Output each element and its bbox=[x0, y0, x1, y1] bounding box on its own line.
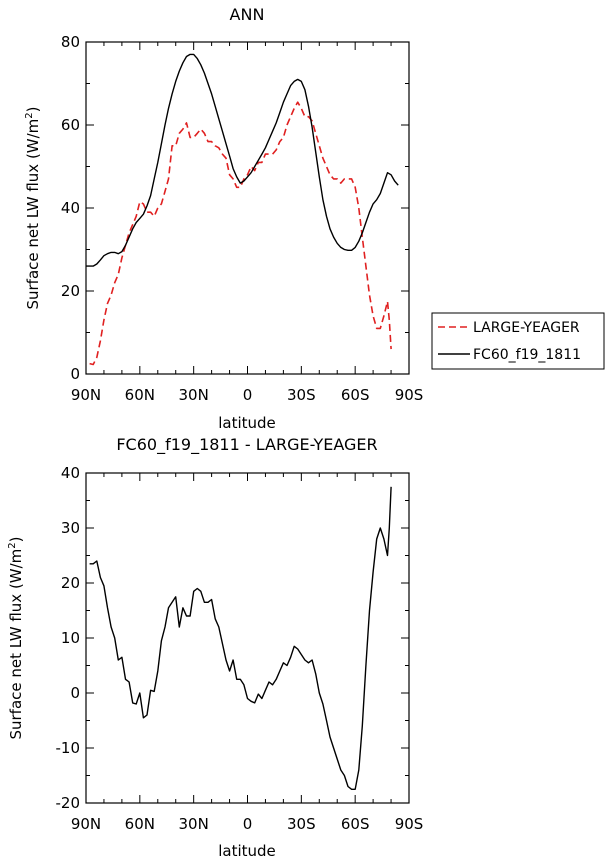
y-tick-label: 20 bbox=[61, 574, 80, 592]
chart-title: FC60_f19_1811 - LARGE-YEAGER bbox=[116, 435, 377, 455]
legend-label-fc60: FC60_f19_1811 bbox=[473, 347, 581, 363]
x-tick-label: 30N bbox=[179, 386, 209, 404]
x-axis-label: latitude bbox=[218, 414, 276, 432]
plot-area bbox=[86, 53, 399, 366]
plot-frame bbox=[85, 41, 410, 375]
x-tick-label: 90S bbox=[395, 386, 424, 404]
x-tick-label: 60S bbox=[341, 386, 370, 404]
y-tick-label: 60 bbox=[61, 116, 80, 134]
y-tick-label: 0 bbox=[70, 365, 80, 383]
panel-top: ANN 90N 60N 30N 0 30S 60S 90S 0 20 40 60 80 latitu… bbox=[24, 5, 605, 432]
plot-area bbox=[89, 486, 392, 790]
legend: LARGE-YEAGER FC60_f19_1811 bbox=[431, 312, 605, 370]
x-tick-label: 0 bbox=[243, 815, 253, 833]
y-tick-label: -20 bbox=[56, 794, 81, 812]
panel-bottom: FC60_f19_1811 - LARGE-YEAGER 90N 60N 30N 0 3… bbox=[7, 435, 423, 860]
y-axis-label-sup: 2 bbox=[24, 112, 35, 118]
legend-box bbox=[431, 312, 605, 370]
y-tick-label: 0 bbox=[70, 684, 80, 702]
x-tick-label: 60S bbox=[341, 815, 370, 833]
y-axis-label-sup: 2 bbox=[7, 542, 18, 548]
y-tick-label: 10 bbox=[61, 629, 80, 647]
y-axis: 0 20 40 60 80 bbox=[61, 33, 409, 383]
x-tick-label: 0 bbox=[243, 386, 253, 404]
x-tick-label: 30S bbox=[287, 386, 316, 404]
y-axis-label-close: ) bbox=[7, 536, 25, 542]
y-axis-label-main: Surface net LW flux (W/m bbox=[7, 549, 25, 740]
x-tick-label: 30N bbox=[179, 815, 209, 833]
y-tick-label: 30 bbox=[61, 519, 80, 537]
y-axis-label-main: Surface net LW flux (W/m bbox=[24, 119, 42, 310]
x-tick-label: 90S bbox=[395, 815, 424, 833]
x-axis-label: latitude bbox=[218, 842, 276, 860]
x-tick-label: 90N bbox=[71, 386, 101, 404]
y-tick-label: 20 bbox=[61, 282, 80, 300]
y-tick-label: 40 bbox=[61, 464, 80, 482]
x-axis: 90N 60N 30N 0 30S 60S 90S bbox=[71, 473, 423, 833]
y-axis-label-close: ) bbox=[24, 106, 42, 112]
x-tick-label: 60N bbox=[125, 386, 155, 404]
x-tick-label: 30S bbox=[287, 815, 316, 833]
y-tick-label: 40 bbox=[61, 199, 80, 217]
x-tick-label: 90N bbox=[71, 815, 101, 833]
series-line-large-yeager bbox=[89, 101, 392, 366]
y-tick-label: -10 bbox=[56, 739, 81, 757]
y-axis: -20 -10 0 10 20 30 40 bbox=[56, 464, 409, 812]
y-tick-label: 80 bbox=[61, 33, 80, 51]
legend-label-large-yeager: LARGE-YEAGER bbox=[473, 320, 580, 336]
chart-title: ANN bbox=[230, 5, 265, 24]
x-axis: 90N 60N 30N 0 30S 60S 90S bbox=[71, 42, 423, 404]
series-line-difference bbox=[89, 486, 392, 790]
y-axis-label: Surface net LW flux (W/m2) bbox=[24, 106, 42, 309]
y-axis-label: Surface net LW flux (W/m2) bbox=[7, 536, 25, 739]
x-tick-label: 60N bbox=[125, 815, 155, 833]
series-line-fc60-f19-1811 bbox=[86, 53, 399, 267]
